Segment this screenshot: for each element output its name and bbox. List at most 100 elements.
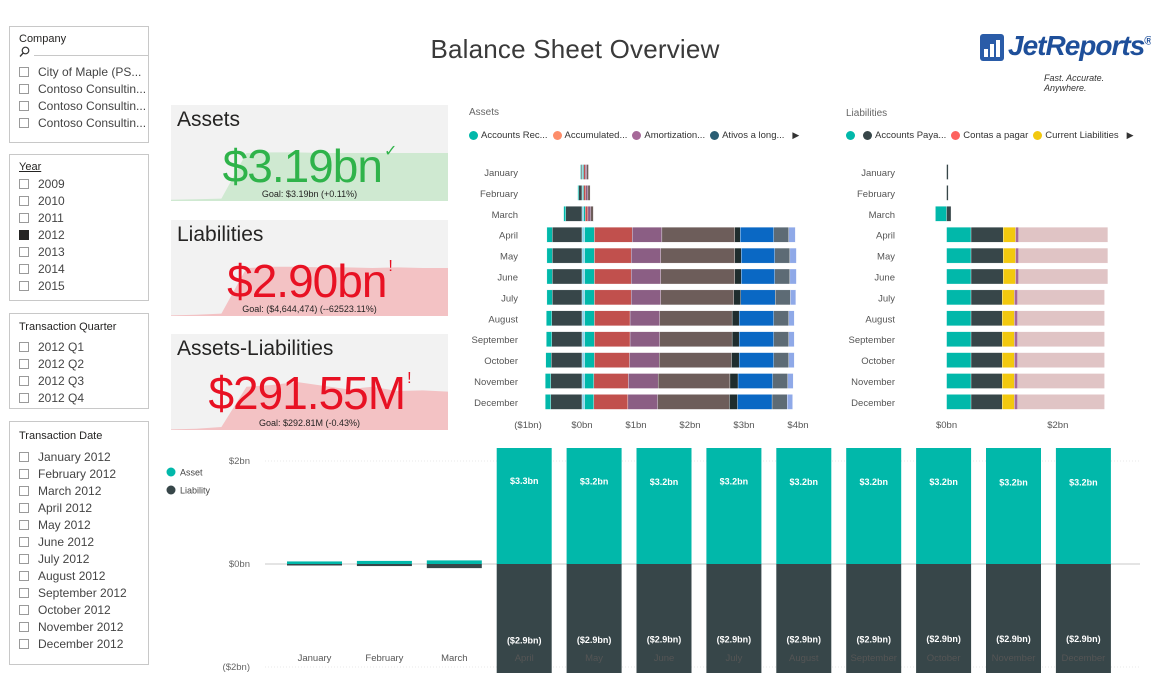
- checkbox[interactable]: [19, 178, 29, 189]
- bar-segment[interactable]: [1003, 268, 1016, 285]
- bar-segment[interactable]: [546, 289, 553, 306]
- bar-segment[interactable]: [546, 331, 552, 347]
- bar-segment[interactable]: [731, 310, 740, 326]
- bar-segment[interactable]: [551, 310, 583, 326]
- bar-segment[interactable]: [1002, 331, 1015, 347]
- bar-segment[interactable]: [1017, 373, 1105, 389]
- bar-segment[interactable]: [584, 331, 595, 347]
- bar-segment[interactable]: [660, 268, 735, 285]
- bar-segment[interactable]: [629, 331, 660, 347]
- bar-segment[interactable]: [581, 247, 585, 264]
- checkbox[interactable]: [19, 195, 29, 206]
- bar-segment[interactable]: [594, 268, 632, 285]
- bar-segment[interactable]: [1018, 227, 1109, 243]
- year-item[interactable]: 2013: [19, 243, 148, 260]
- bar-segment[interactable]: [773, 227, 789, 243]
- checkbox[interactable]: [19, 604, 29, 615]
- bar-segment[interactable]: [788, 352, 795, 368]
- bar-segment[interactable]: [593, 373, 629, 389]
- bar-segment[interactable]: [585, 185, 589, 201]
- bar-segment[interactable]: [594, 227, 633, 243]
- liabilities-stacked-bar-chart[interactable]: January February March April May June July Augu…: [840, 150, 1140, 440]
- quarter-item[interactable]: 2012 Q3: [19, 372, 148, 389]
- bar-segment[interactable]: [565, 206, 583, 222]
- assets-stacked-bar-chart[interactable]: January February March April May June July Augu…: [465, 150, 815, 440]
- company-item[interactable]: City of Maple (PS...: [19, 63, 148, 80]
- year-item[interactable]: 2014: [19, 260, 148, 277]
- bar-segment[interactable]: [660, 289, 734, 306]
- checkbox[interactable]: [19, 83, 29, 94]
- bar-segment[interactable]: [629, 310, 660, 326]
- bar-segment[interactable]: [584, 310, 595, 326]
- legend-next-icon[interactable]: ▶: [1126, 130, 1134, 140]
- year-item[interactable]: 2011: [19, 209, 148, 226]
- date-item[interactable]: March 2012: [19, 482, 148, 499]
- checkbox[interactable]: [19, 358, 29, 369]
- asset-liability-column-chart[interactable]: $4bn$2bn$0bn($2bn)AssetLiabilityJanuaryF…: [155, 448, 1145, 673]
- bar-segment[interactable]: [773, 310, 789, 326]
- quarter-item[interactable]: 2012 Q4: [19, 389, 148, 406]
- bar-segment[interactable]: [1018, 247, 1109, 264]
- checkbox[interactable]: [19, 341, 29, 352]
- column-bar[interactable]: [566, 448, 622, 564]
- bar-segment[interactable]: [1014, 352, 1018, 368]
- quarter-item[interactable]: 2012 Q1: [19, 338, 148, 355]
- bar-segment[interactable]: [1014, 331, 1018, 347]
- date-item[interactable]: August 2012: [19, 567, 148, 584]
- bar-segment[interactable]: [1002, 352, 1015, 368]
- bar-segment[interactable]: [628, 373, 659, 389]
- date-item[interactable]: May 2012: [19, 516, 148, 533]
- checkbox[interactable]: [19, 451, 29, 462]
- bar-segment[interactable]: [970, 289, 1003, 306]
- bar-segment[interactable]: [775, 289, 791, 306]
- column-bar[interactable]: [986, 448, 1041, 564]
- bar-segment[interactable]: [789, 247, 797, 264]
- bar-segment[interactable]: [659, 310, 733, 326]
- checkbox[interactable]: [19, 100, 29, 111]
- bar-segment[interactable]: [970, 310, 1003, 326]
- bar-segment[interactable]: [583, 164, 586, 180]
- bar-segment[interactable]: [1017, 289, 1105, 306]
- bar-segment[interactable]: [584, 373, 595, 389]
- bar-segment[interactable]: [946, 394, 972, 410]
- legend-item[interactable]: Contas a pagar: [951, 130, 1028, 141]
- bar-segment[interactable]: [1002, 373, 1015, 389]
- bar-segment[interactable]: [1014, 394, 1018, 410]
- bar-segment[interactable]: [594, 331, 631, 347]
- bar-segment[interactable]: [551, 352, 583, 368]
- bar-segment[interactable]: [550, 373, 583, 389]
- bar-segment[interactable]: [594, 352, 630, 368]
- date-item[interactable]: November 2012: [19, 618, 148, 635]
- checkbox[interactable]: [19, 502, 29, 513]
- bar-segment[interactable]: [552, 247, 583, 264]
- bar-segment[interactable]: [788, 310, 795, 326]
- column-bar[interactable]: [356, 560, 412, 564]
- bar-segment[interactable]: [1002, 394, 1015, 410]
- bar-segment[interactable]: [1003, 247, 1016, 264]
- bar-segment[interactable]: [545, 394, 551, 410]
- bar-segment[interactable]: [970, 268, 1004, 285]
- bar-segment[interactable]: [590, 206, 594, 222]
- bar-segment[interactable]: [546, 310, 552, 326]
- column-bar[interactable]: [426, 560, 482, 564]
- bar-segment[interactable]: [587, 185, 591, 201]
- bar-segment[interactable]: [1017, 310, 1105, 326]
- checkbox[interactable]: [19, 553, 29, 564]
- bar-segment[interactable]: [546, 247, 553, 264]
- checkbox[interactable]: [19, 117, 29, 128]
- date-item[interactable]: December 2012: [19, 635, 148, 652]
- bar-segment[interactable]: [772, 373, 788, 389]
- kpi-assets-card[interactable]: Assets $3.19bn ✓ Goal: $3.19bn (+0.11%): [171, 105, 448, 201]
- bar-segment[interactable]: [738, 352, 774, 368]
- date-item[interactable]: April 2012: [19, 499, 148, 516]
- column-bar[interactable]: [287, 564, 342, 566]
- bar-segment[interactable]: [552, 227, 583, 243]
- bar-segment[interactable]: [1002, 289, 1015, 306]
- bar-segment[interactable]: [733, 289, 741, 306]
- bar-segment[interactable]: [946, 268, 972, 285]
- bar-segment[interactable]: [657, 373, 731, 389]
- bar-segment[interactable]: [582, 164, 584, 180]
- legend-label[interactable]: Asset: [180, 468, 203, 478]
- quarter-item[interactable]: 2012 Q2: [19, 355, 148, 372]
- bar-segment[interactable]: [551, 331, 583, 347]
